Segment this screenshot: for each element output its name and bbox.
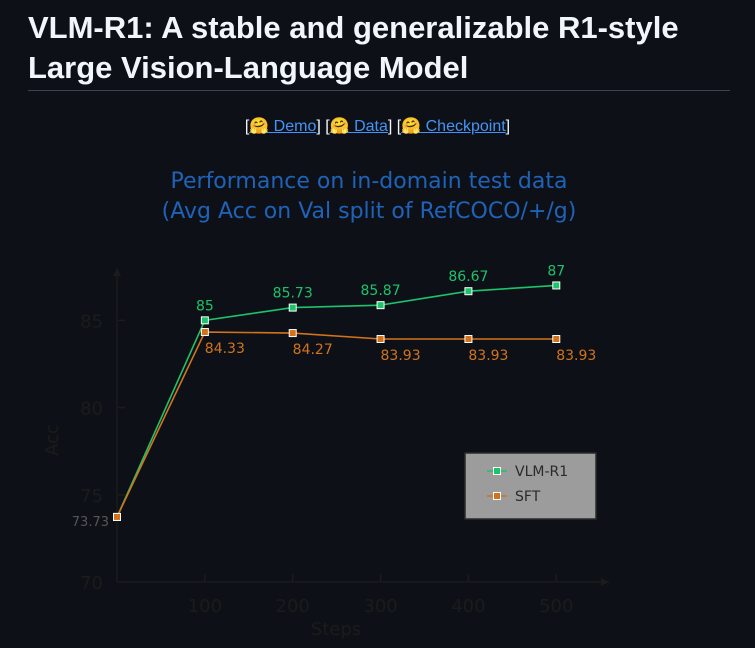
- x-tick-label: 500: [539, 596, 573, 617]
- divider: [28, 90, 730, 91]
- link[interactable]: 🤗 Demo: [249, 118, 317, 135]
- series-line: [116, 331, 557, 518]
- data-label: 83.93: [468, 348, 508, 364]
- bracket: [: [396, 118, 402, 135]
- marker: [376, 334, 385, 343]
- chart-subtitle: (Avg Acc on Val split of RefCOCO/+/g): [162, 199, 577, 224]
- chart-title: Performance on in-domain test data: [171, 169, 568, 194]
- bracket: ]: [387, 118, 393, 135]
- y-tick-label: 75: [80, 486, 103, 507]
- data-label: 85.87: [361, 283, 401, 299]
- data-label: 85: [196, 298, 214, 314]
- bracket: [: [325, 118, 330, 135]
- chart: Performance on in-domain test data (Avg A…: [42, 169, 609, 640]
- link[interactable]: 🤗 Data: [329, 118, 388, 135]
- readme-title: VLM-R1: A stable and generalizable R1-st…: [28, 10, 679, 85]
- marker: [288, 329, 297, 338]
- data-label: 73.73: [72, 515, 109, 530]
- series-line: [116, 284, 557, 518]
- data-label: 84.33: [205, 341, 245, 357]
- marker: [200, 328, 209, 337]
- data-label: 83.93: [556, 348, 596, 364]
- legend-label: VLM-R1: [515, 464, 568, 480]
- bracket: [: [244, 118, 250, 135]
- y-tick-label: 70: [80, 573, 103, 594]
- bracket: ]: [316, 118, 321, 135]
- legend-marker: [493, 492, 501, 500]
- marker: [464, 287, 473, 296]
- marker: [376, 301, 385, 310]
- marker: [464, 334, 473, 343]
- legend-label: SFT: [515, 489, 541, 505]
- axis-arrow: [113, 268, 609, 586]
- x-tick-label: 100: [188, 596, 222, 617]
- data-label: 86.67: [448, 269, 488, 285]
- y-axis-label: Acc: [42, 424, 63, 456]
- x-tick-label: 300: [363, 596, 397, 617]
- data-label: 84.27: [293, 342, 333, 358]
- x-tick-label: 200: [276, 596, 310, 617]
- y-tick-label: 80: [80, 399, 103, 420]
- legend-marker: [493, 467, 501, 475]
- marker: [552, 281, 561, 290]
- x-axis-label: Steps: [311, 619, 361, 640]
- legend-box: [464, 452, 597, 520]
- data-label: 83.93: [381, 348, 421, 364]
- marker: [113, 512, 121, 521]
- x-tick-label: 400: [451, 596, 485, 617]
- bracket: ]: [505, 118, 511, 135]
- link[interactable]: 🤗 Checkpoint: [401, 118, 506, 135]
- marker: [200, 316, 209, 325]
- y-tick-label: 85: [80, 311, 103, 332]
- link-bar: [🤗 Demo] [🤗 Data] [🤗 Checkpoint]: [0, 116, 755, 136]
- marker: [288, 303, 297, 312]
- marker: [552, 334, 561, 343]
- data-label: 85.73: [273, 286, 313, 302]
- data-label: 87: [547, 263, 565, 279]
